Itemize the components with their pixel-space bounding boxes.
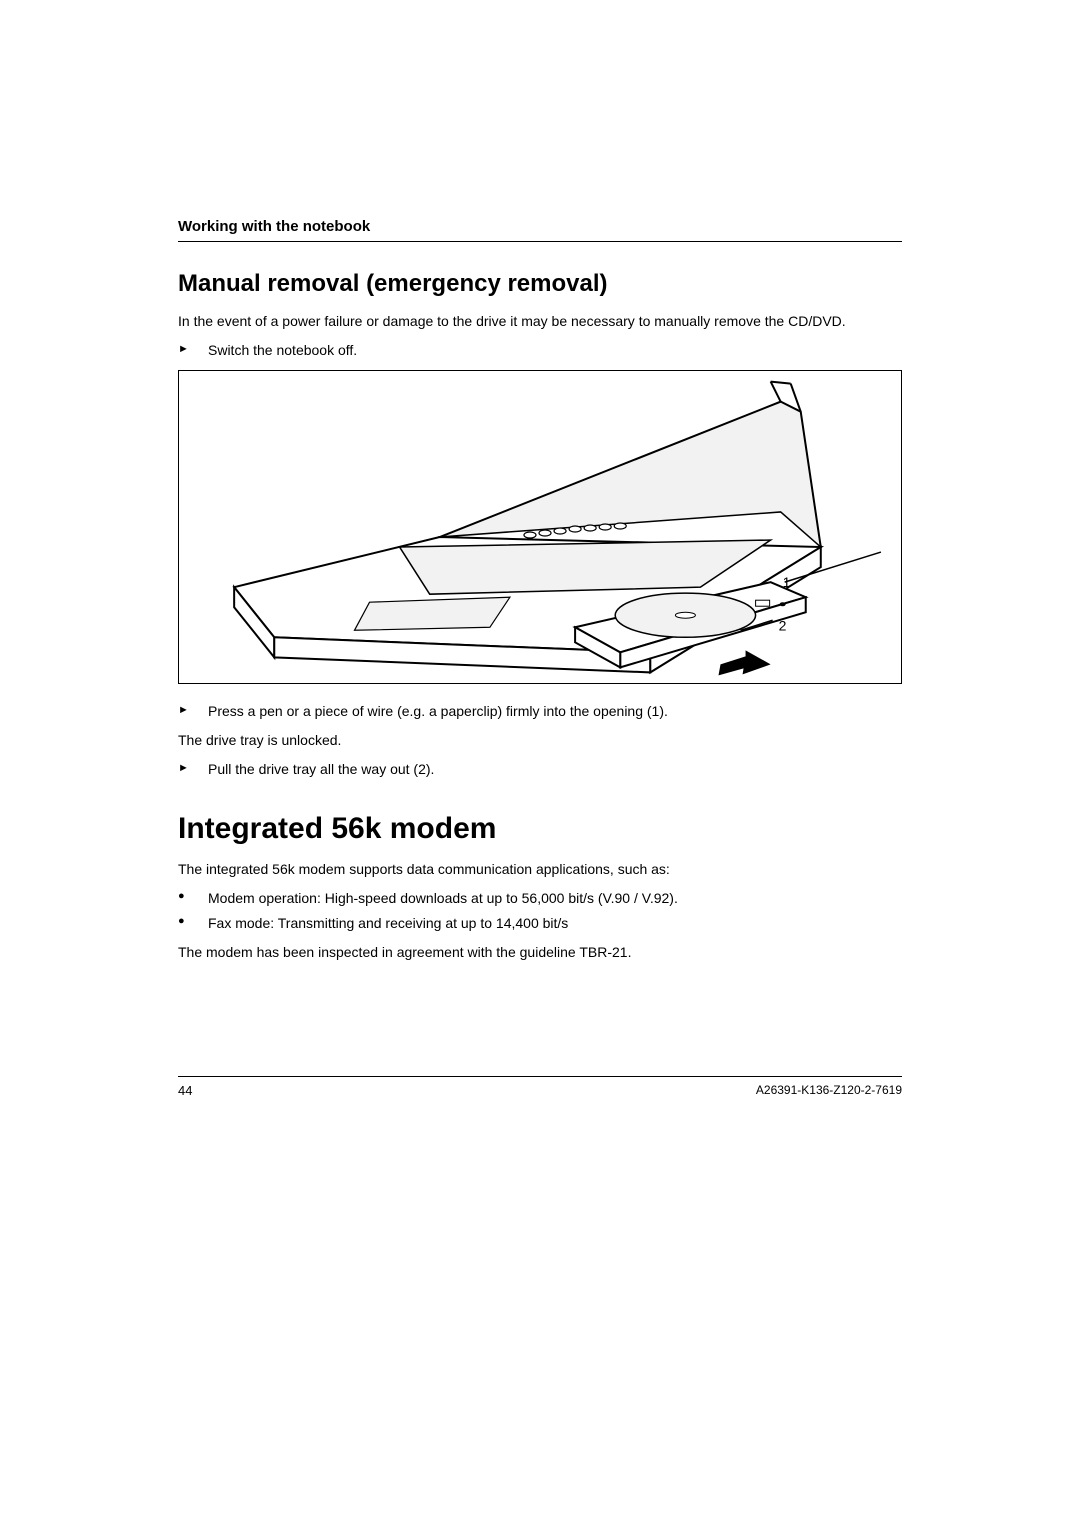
footer-rule xyxy=(178,1076,902,1077)
figure-label-2: 2 xyxy=(779,617,787,633)
page-footer: 44 A26391-K136-Z120-2-7619 xyxy=(178,1076,902,1098)
bullet-item: Fax mode: Transmitting and receiving at … xyxy=(178,914,902,933)
page-number: 44 xyxy=(178,1083,192,1098)
section2-heading: Integrated 56k modem xyxy=(178,812,902,846)
step-list-1: Switch the notebook off. xyxy=(178,341,902,360)
step-item: Switch the notebook off. xyxy=(178,341,902,360)
step-item: Pull the drive tray all the way out (2). xyxy=(178,760,902,779)
step-item: Press a pen or a piece of wire (e.g. a p… xyxy=(178,702,902,721)
running-header: Working with the notebook xyxy=(178,218,902,235)
header-rule xyxy=(178,241,902,242)
section2-outro: The modem has been inspected in agreemen… xyxy=(178,943,902,962)
page-content: Working with the notebook Manual removal… xyxy=(178,218,902,972)
section2-intro: The integrated 56k modem supports data c… xyxy=(178,860,902,879)
section2-bullets: Modem operation: High-speed downloads at… xyxy=(178,889,902,933)
notebook-drive-illustration: 1 2 xyxy=(179,371,901,683)
document-id: A26391-K136-Z120-2-7619 xyxy=(756,1083,902,1098)
figure-emergency-removal: 1 2 xyxy=(178,370,902,684)
step-list-2: Press a pen or a piece of wire (e.g. a p… xyxy=(178,702,902,721)
step-list-3: Pull the drive tray all the way out (2). xyxy=(178,760,902,779)
bullet-item: Modem operation: High-speed downloads at… xyxy=(178,889,902,908)
section1-intro: In the event of a power failure or damag… xyxy=(178,312,902,331)
section1-after-b: The drive tray is unlocked. xyxy=(178,731,902,750)
section1-heading: Manual removal (emergency removal) xyxy=(178,270,902,298)
figure-label-1: 1 xyxy=(783,574,791,590)
